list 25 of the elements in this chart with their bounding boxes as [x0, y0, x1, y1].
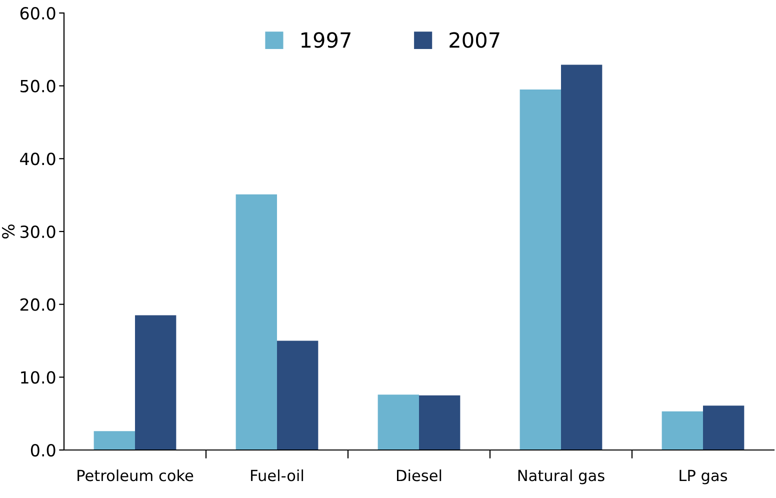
x-tick-label: Fuel-oil — [251, 469, 304, 482]
bar — [236, 194, 277, 450]
x-tick-label: Petroleum coke — [78, 469, 194, 482]
legend-label: 2007 — [450, 32, 500, 48]
bar — [703, 406, 744, 450]
x-tick-label: LP gas — [680, 470, 728, 484]
y-tick-label: 60.0 — [20, 6, 56, 20]
y-tick-label: 40.0 — [20, 152, 56, 166]
legend-label: 1997 — [302, 32, 350, 48]
y-tick-label: 0.0 — [30, 444, 56, 457]
bar — [378, 394, 419, 450]
y-tick-label: 20.0 — [20, 298, 56, 311]
bar — [135, 315, 176, 450]
y-tick-label: 30.0 — [20, 225, 56, 238]
bar — [419, 395, 460, 450]
bar — [561, 64, 602, 450]
y-tick-label: 10.0 — [21, 371, 56, 384]
x-tick-label: Natural gas — [518, 469, 604, 484]
bar — [94, 431, 135, 450]
x-tick-label: Diesel — [396, 469, 442, 482]
bar — [662, 411, 703, 450]
bar — [277, 340, 318, 450]
y-tick-label: 50.0 — [20, 80, 56, 92]
bar — [520, 89, 561, 450]
y-axis-title: % — [2, 224, 15, 238]
